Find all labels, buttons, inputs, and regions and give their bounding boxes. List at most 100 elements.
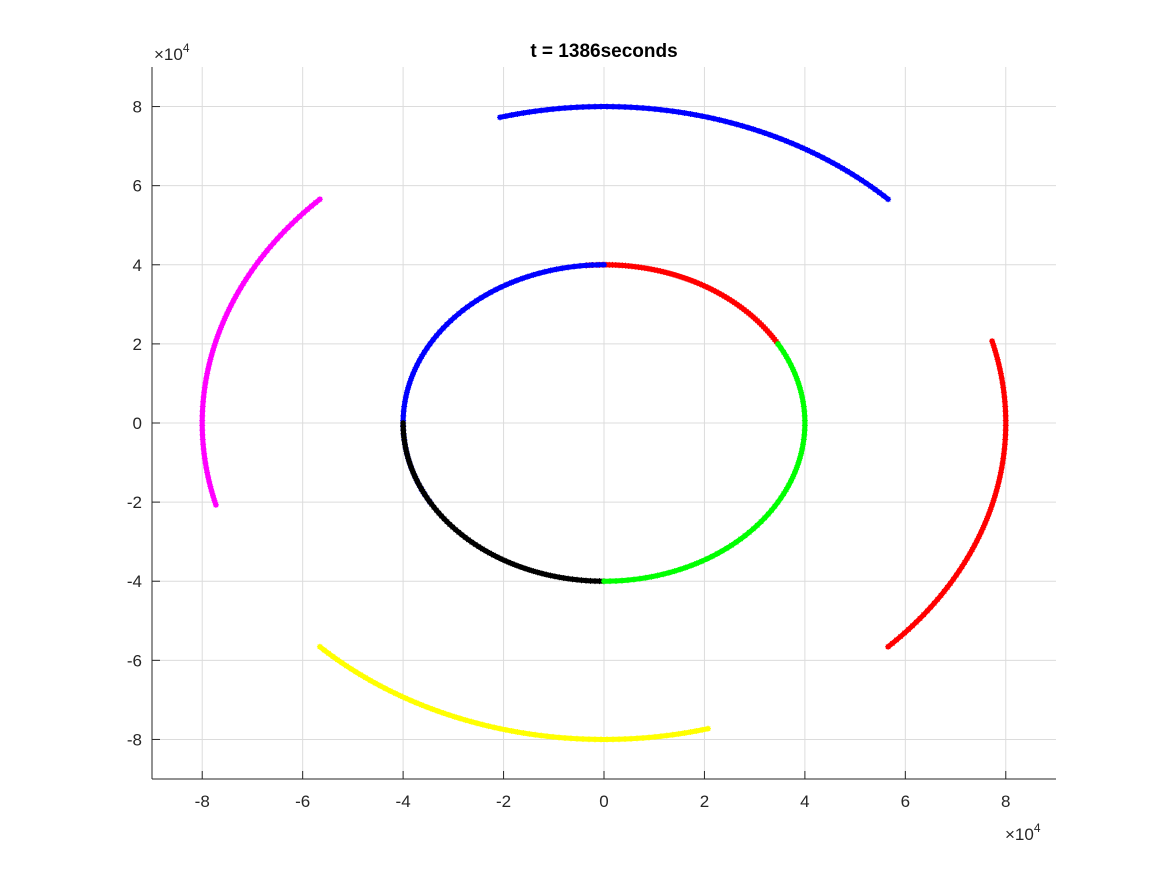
series-4-marker [872, 186, 879, 193]
y-tick-label: 6 [133, 177, 142, 196]
series-4-marker [761, 129, 768, 136]
series-0-marker [716, 290, 723, 297]
series-7-marker [996, 474, 1003, 481]
series-7-marker [1000, 455, 1007, 462]
series-5-marker [199, 403, 206, 410]
series-4-marker [657, 106, 664, 113]
series-5-marker [228, 302, 235, 309]
series-4-marker [591, 103, 598, 110]
series-2-marker [430, 504, 437, 511]
series-0-marker [679, 274, 686, 281]
series-3-marker [777, 345, 784, 352]
series-5-marker [312, 199, 319, 206]
series-2-marker [426, 498, 433, 505]
series-6-marker [573, 735, 580, 742]
series-6-marker [526, 730, 533, 737]
series-0-marker [632, 263, 639, 270]
series-4-marker [710, 115, 717, 122]
series-5-marker [260, 251, 267, 258]
series-4-marker [651, 106, 658, 113]
series-3-marker [665, 569, 672, 576]
series-2-marker [482, 548, 489, 555]
series-7-marker [1002, 427, 1009, 434]
series-0-marker [606, 261, 613, 268]
series-0-marker [641, 265, 648, 272]
plot-data [199, 103, 1009, 743]
series-7-marker [1002, 431, 1009, 438]
y-axis-exponent-power: 4 [183, 41, 190, 55]
series-2-marker [435, 510, 442, 517]
series-5-marker [270, 239, 277, 246]
series-7-marker [976, 533, 983, 540]
series-5-marker [199, 427, 206, 434]
series-4-marker [538, 107, 545, 114]
series-4-marker [880, 192, 887, 199]
series-5-marker [208, 488, 215, 495]
series-5-marker [267, 243, 274, 250]
series-5-marker [199, 422, 206, 429]
series-6-marker [604, 736, 611, 743]
series-0-marker [663, 269, 670, 276]
series-7-marker [931, 600, 938, 607]
series-6-marker [681, 730, 688, 737]
series-3-marker [688, 562, 695, 569]
series-0-marker [638, 264, 645, 271]
series-1-marker [530, 271, 537, 278]
series-5-marker [206, 478, 213, 485]
series-5-marker [207, 356, 214, 363]
series-4-marker [597, 103, 604, 110]
series-4-marker [733, 121, 740, 128]
series-3-marker [783, 486, 790, 493]
series-0-marker [654, 267, 661, 274]
series-7-marker [937, 592, 944, 599]
series-1-marker [443, 321, 450, 328]
series-2-marker [408, 465, 415, 472]
x-tick-label: -4 [396, 792, 411, 811]
series-2-marker [538, 570, 545, 577]
series-6-marker [462, 717, 469, 724]
series-3-marker [798, 450, 805, 457]
series-1-marker [400, 408, 407, 415]
series-4-marker [867, 183, 874, 190]
series-7-marker [893, 636, 900, 643]
series-4-marker [585, 103, 592, 110]
series-3-marker [677, 566, 684, 573]
series-6-marker [372, 680, 379, 687]
series-7-marker [997, 370, 1004, 377]
series-4-marker [699, 113, 706, 120]
series-4-marker [750, 126, 757, 133]
series-3-marker [601, 578, 607, 585]
series-1-marker [436, 328, 443, 335]
series-0-marker [705, 284, 712, 291]
series-1-marker [553, 266, 560, 273]
series-7-marker [1002, 403, 1009, 410]
x-tick-label: 4 [800, 792, 809, 811]
series-4-marker [829, 159, 836, 166]
series-0-marker [672, 272, 679, 279]
series-5-marker [216, 328, 223, 335]
series-5-marker [201, 450, 208, 457]
series-6-marker [538, 732, 545, 739]
series-2-marker [441, 515, 448, 522]
series-4-marker [514, 110, 521, 117]
series-7-marker [1002, 422, 1009, 429]
series-6-marker [508, 727, 515, 734]
series-1-marker [440, 325, 447, 332]
series-5-marker [245, 272, 252, 279]
series-6-marker [561, 734, 568, 741]
series-0-marker [687, 277, 694, 284]
series-5-marker [211, 342, 218, 349]
series-4-marker [858, 177, 865, 184]
series-2-marker [497, 555, 504, 562]
series-7-marker [1001, 441, 1008, 448]
series-6-marker [468, 718, 475, 725]
series-2-marker [596, 578, 603, 585]
series-4-marker [863, 180, 870, 187]
series-6-marker [704, 725, 711, 732]
series-5-marker [225, 306, 232, 313]
series-3-marker [783, 353, 790, 360]
series-3-marker [698, 558, 705, 565]
series-0-marker [718, 291, 725, 298]
series-2-marker [449, 524, 456, 531]
